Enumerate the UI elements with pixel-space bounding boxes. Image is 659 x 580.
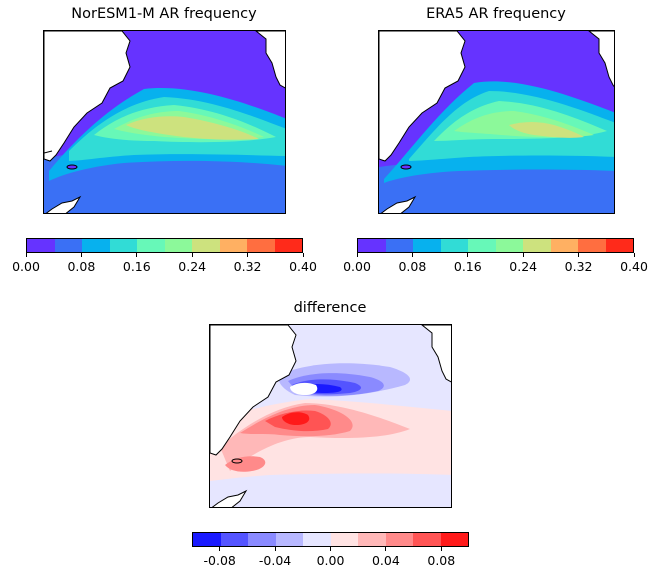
colorbar-tickmark — [247, 253, 249, 257]
colorbar-segment — [275, 533, 303, 546]
colorbar-tick-label: 0.24 — [178, 259, 207, 274]
colorbar-segment — [578, 239, 606, 252]
colorbar-tick-label: 0.40 — [289, 259, 317, 274]
colorbar-segment — [495, 239, 523, 252]
colorbar-segment — [274, 239, 302, 252]
colorbar-segment — [247, 239, 275, 252]
colorbar-segment — [82, 239, 110, 252]
colorbar-segment — [54, 239, 82, 252]
colorbar-segment — [358, 239, 386, 252]
colorbar-segment — [219, 239, 247, 252]
colorbar-tick-label: 0.16 — [453, 259, 482, 274]
colorbar-segment — [303, 533, 331, 546]
colorbar-segment — [358, 533, 386, 546]
colorbar-segment — [137, 239, 165, 252]
colorbar-tickmark — [440, 547, 442, 551]
difference-map — [209, 324, 452, 508]
colorbar-tickmark — [411, 253, 413, 257]
colorbar-segment — [385, 239, 413, 252]
colorbar-tickmark — [80, 253, 82, 257]
model-panel-title: NorESM1-M AR frequency — [71, 6, 257, 22]
colorbar-segment — [468, 239, 496, 252]
colorbar-tick-label: 0.08 — [398, 259, 427, 274]
colorbar-tickmark — [191, 253, 193, 257]
difference-colorbar — [192, 532, 469, 547]
colorbar-tick-label: 0.00 — [343, 259, 371, 274]
colorbar-tick-label: 0.40 — [620, 259, 648, 274]
colorbar-segment — [109, 239, 137, 252]
colorbar-tickmark — [633, 253, 635, 257]
colorbar-tick-label: 0.00 — [316, 553, 345, 568]
era5-frequency-colorbar — [357, 238, 634, 253]
colorbar-tickmark — [467, 253, 469, 257]
colorbar-segment — [330, 533, 358, 546]
colorbar-segment — [385, 533, 413, 546]
colorbar-tickmark — [25, 253, 27, 257]
difference-panel-title: difference — [293, 300, 367, 316]
model-ar-frequency-map — [43, 30, 286, 214]
colorbar-tick-label: -0.04 — [258, 553, 292, 568]
colorbar-segment — [193, 533, 221, 546]
colorbar-segment — [605, 239, 633, 252]
colorbar-segment — [440, 239, 468, 252]
colorbar-tickmark — [219, 547, 221, 551]
colorbar-tickmark — [302, 253, 304, 257]
colorbar-tick-label: 0.24 — [509, 259, 538, 274]
colorbar-segment — [27, 239, 55, 252]
colorbar-segment — [192, 239, 220, 252]
reanalysis-panel-title: ERA5 AR frequency — [426, 6, 566, 22]
colorbar-segment — [523, 239, 551, 252]
colorbar-tickmark — [578, 253, 580, 257]
colorbar-segment — [550, 239, 578, 252]
model-frequency-colorbar — [26, 238, 303, 253]
colorbar-tickmark — [136, 253, 138, 257]
colorbar-tick-label: 0.16 — [122, 259, 151, 274]
colorbar-tickmark — [274, 547, 276, 551]
colorbar-segment — [164, 239, 192, 252]
colorbar-tick-label: -0.08 — [203, 553, 236, 568]
colorbar-tick-label: 0.08 — [67, 259, 96, 274]
colorbar-tick-label: 0.32 — [233, 259, 262, 274]
colorbar-tickmark — [522, 253, 524, 257]
colorbar-tickmark — [385, 547, 387, 551]
colorbar-segment — [440, 533, 468, 546]
colorbar-segment — [413, 239, 441, 252]
colorbar-segment — [248, 533, 276, 546]
colorbar-tick-label: 0.32 — [564, 259, 593, 274]
colorbar-segment — [413, 533, 441, 546]
colorbar-tick-label: 0.08 — [427, 553, 456, 568]
colorbar-tick-label: 0.04 — [371, 553, 400, 568]
colorbar-tickmark — [356, 253, 358, 257]
colorbar-tick-label: 0.00 — [12, 259, 40, 274]
colorbar-segment — [220, 533, 248, 546]
era5-ar-frequency-map — [378, 30, 615, 214]
colorbar-tickmark — [330, 547, 331, 551]
